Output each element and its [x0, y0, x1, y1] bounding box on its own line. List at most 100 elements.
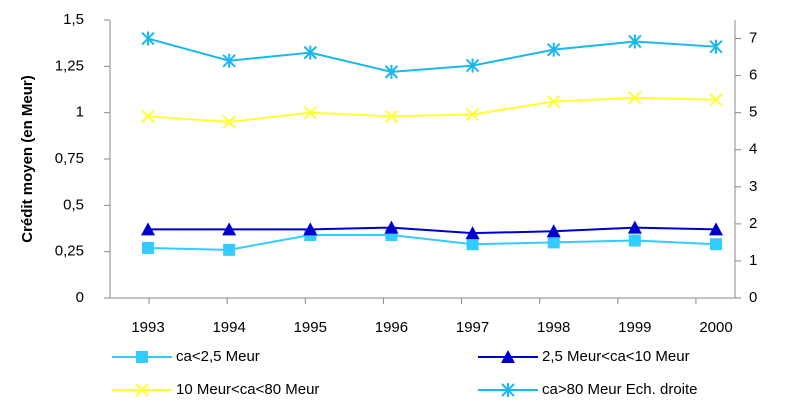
y2-tick-label: 7: [749, 30, 757, 47]
y-tick-label: 0,25: [55, 243, 84, 260]
marker-triangle: [501, 350, 515, 363]
marker-cross: [222, 53, 236, 68]
series-line: [148, 226, 717, 235]
marker-cross: [222, 115, 236, 129]
marker: [501, 350, 515, 363]
y2-tick-label: 6: [749, 67, 757, 84]
marker: [547, 94, 561, 109]
marker-triangle: [384, 220, 399, 234]
marker-cross: [135, 383, 149, 397]
marker: [710, 238, 722, 251]
marker-square: [710, 238, 722, 251]
marker: [384, 109, 399, 124]
series-line: [147, 233, 717, 251]
marker-square: [142, 241, 154, 254]
marker-triangle: [709, 222, 723, 236]
marker: [384, 220, 399, 234]
y2-tick-label: 5: [749, 104, 757, 121]
marker: [546, 224, 561, 238]
marker: [141, 222, 155, 236]
marker: [628, 91, 642, 105]
marker-cross: [141, 31, 155, 46]
y2-tick-label: 2: [749, 215, 757, 232]
y-tick-label: 0: [76, 289, 84, 306]
y-axis-label: Crédit moyen (en Meur): [19, 75, 36, 243]
legend-label: 2,5 Meur<ca<10 Meur: [542, 348, 690, 365]
legend-label: ca>80 Meur Ech. droite: [542, 381, 698, 398]
marker-triangle: [141, 222, 155, 236]
marker-square: [223, 243, 236, 256]
marker: [465, 107, 480, 122]
x-tick-label: 2000: [699, 319, 732, 336]
y2-tick-label: 0: [749, 289, 757, 306]
x-tick-label: 1998: [537, 319, 570, 336]
marker-cross: [709, 39, 723, 54]
marker-square: [136, 351, 148, 363]
marker-triangle: [465, 226, 480, 240]
marker: [222, 115, 236, 129]
marker: [223, 243, 236, 256]
marker: [628, 234, 641, 247]
marker-triangle: [222, 222, 237, 236]
marker: [465, 58, 480, 73]
marker: [627, 220, 642, 234]
y2-tick-label: 1: [749, 252, 757, 269]
y2-tick-label: 4: [749, 141, 757, 158]
marker-cross: [384, 109, 399, 124]
x-tick-label: 1993: [131, 319, 164, 336]
marker-cross: [547, 94, 561, 109]
marker: [547, 236, 560, 249]
marker: [628, 34, 642, 49]
marker-square: [547, 236, 560, 249]
series-line: [147, 96, 717, 123]
marker: [136, 351, 148, 363]
marker: [709, 39, 723, 54]
y2-tick-label: 3: [749, 178, 757, 195]
marker-cross: [628, 91, 642, 105]
marker: [303, 45, 317, 60]
x-tick-label: 1999: [618, 319, 651, 336]
marker: [141, 109, 155, 124]
marker-cross: [547, 42, 561, 57]
marker-square: [466, 238, 479, 251]
marker: [142, 241, 154, 254]
marker-cross: [303, 45, 317, 60]
marker-cross: [465, 107, 480, 122]
marker-cross: [465, 58, 480, 73]
marker: [709, 222, 723, 236]
legend-label: 10 Meur<ca<80 Meur: [176, 381, 319, 398]
marker: [222, 53, 236, 68]
y-tick-label: 1,5: [63, 11, 84, 28]
marker: [501, 383, 515, 397]
y-tick-label: 1: [76, 104, 84, 121]
marker-cross: [303, 105, 317, 120]
marker: [466, 238, 479, 251]
marker: [709, 92, 723, 107]
marker: [547, 42, 561, 57]
marker: [303, 222, 318, 236]
marker-triangle: [627, 220, 642, 234]
legend-label: ca<2,5 Meur: [176, 348, 260, 365]
marker-cross: [141, 109, 155, 124]
y-tick-label: 0,5: [63, 196, 84, 213]
marker: [222, 222, 237, 236]
marker: [303, 105, 317, 120]
y-tick-label: 1,25: [55, 57, 84, 74]
marker-square: [628, 234, 641, 247]
marker-cross: [709, 92, 723, 107]
marker-cross: [501, 383, 515, 397]
marker-triangle: [546, 224, 561, 238]
x-tick-label: 1997: [456, 319, 489, 336]
x-tick-label: 1996: [375, 319, 408, 336]
marker: [135, 383, 149, 397]
marker-triangle: [303, 222, 318, 236]
x-tick-label: 1994: [212, 319, 245, 336]
marker: [384, 64, 399, 79]
marker-cross: [628, 34, 642, 49]
x-tick-label: 1995: [294, 319, 327, 336]
y-tick-label: 0,75: [55, 150, 84, 167]
marker: [141, 31, 155, 46]
series-line: [147, 37, 717, 73]
marker: [465, 226, 480, 240]
